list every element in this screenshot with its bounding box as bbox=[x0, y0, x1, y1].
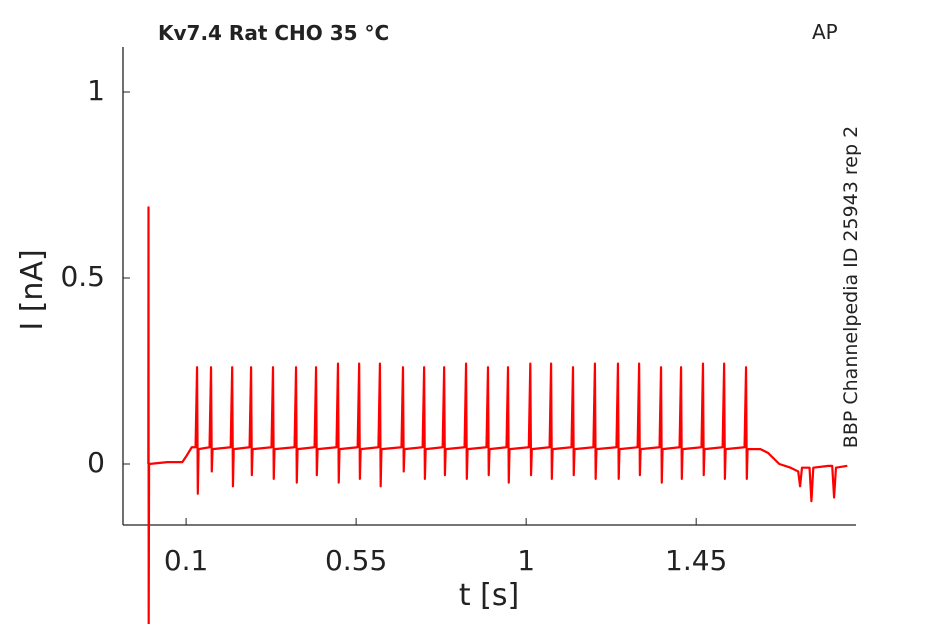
x-tick-label: 0.55 bbox=[325, 544, 387, 577]
y-axis-label: I [nA] bbox=[15, 249, 50, 330]
x-tick-label: 0.1 bbox=[164, 544, 209, 577]
chart-title: Kv7.4 Rat CHO 35 °C bbox=[158, 21, 389, 45]
y-tick-label: 1 bbox=[87, 74, 105, 107]
x-tick-label: 1 bbox=[517, 544, 535, 577]
annotation: AP bbox=[812, 20, 838, 44]
x-tick-label: 1.45 bbox=[665, 544, 727, 577]
side-note: BBP Channelpedia ID 25943 rep 2 bbox=[840, 126, 862, 448]
x-axis-label: t [s] bbox=[459, 578, 519, 613]
trace bbox=[147, 206, 848, 624]
y-tick-label: 0 bbox=[87, 446, 105, 479]
y-tick-label: 0.5 bbox=[60, 260, 105, 293]
